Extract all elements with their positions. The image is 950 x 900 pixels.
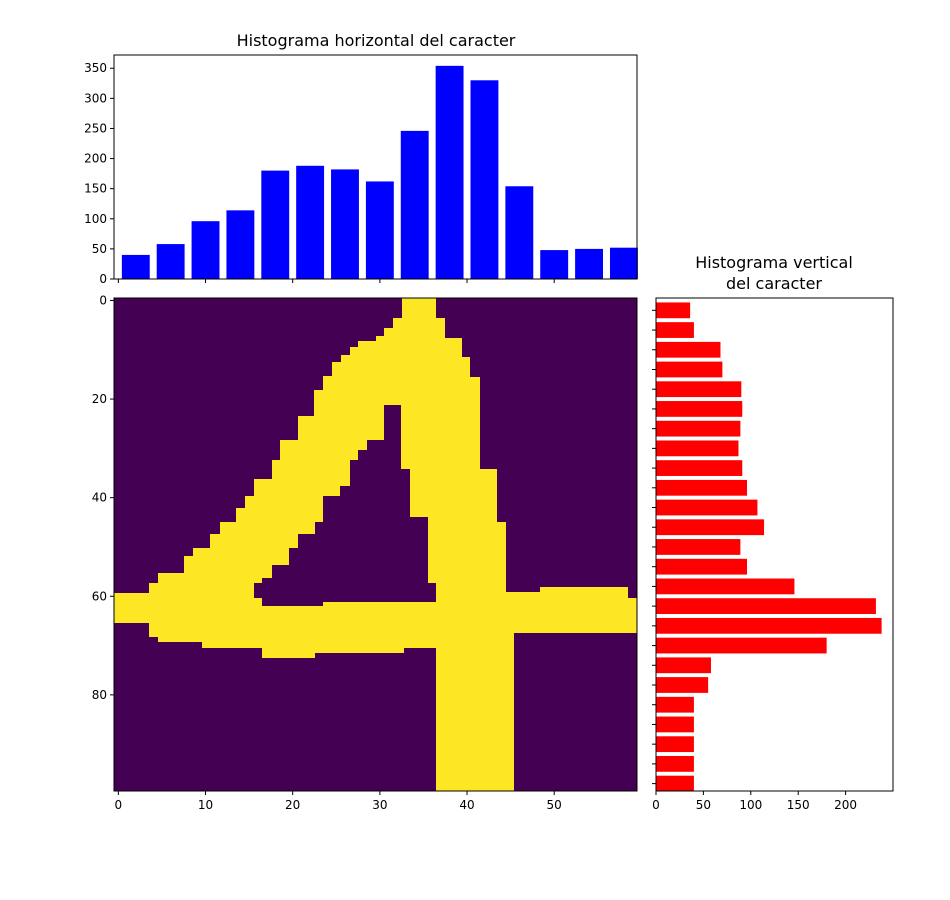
vertical-bar — [656, 460, 743, 476]
y-tick-label: 0 — [99, 272, 107, 286]
horizontal-bar — [400, 130, 429, 279]
x-tick-label: 150 — [787, 798, 810, 812]
y-tick-label: 0 — [99, 293, 107, 307]
x-tick-label: 0 — [652, 798, 660, 812]
vertical-bar — [656, 302, 691, 319]
vertical-bar — [656, 677, 709, 693]
horizontal-bar — [156, 244, 185, 279]
y-tick-label: 50 — [92, 242, 107, 256]
y-tick-label: 100 — [84, 212, 107, 226]
vertical-histogram-title-line-2: del caracter — [726, 274, 822, 293]
horizontal-bar — [470, 80, 499, 280]
vertical-histogram-panel: Histograma vertical del caracter 0 50 100 1… — [652, 253, 894, 812]
vertical-histogram-bars — [656, 302, 882, 792]
horizontal-bar — [365, 181, 394, 279]
vertical-histogram-title-line-1: Histograma vertical — [695, 253, 853, 272]
y-tick-label: 250 — [84, 121, 107, 135]
horizontal-bar — [540, 250, 569, 279]
y-tick-label: 150 — [84, 182, 107, 196]
vertical-bar — [656, 381, 742, 398]
horizontal-histogram-frame — [113, 54, 638, 280]
vertical-bar — [656, 361, 723, 378]
y-tick-label: 40 — [92, 491, 107, 505]
x-tick-label: 50 — [547, 798, 562, 812]
vertical-bar — [656, 519, 765, 536]
horizontal-histogram-panel: Histograma horizontal del caracter 0 50 10… — [84, 31, 638, 286]
y-tick-label: 300 — [84, 91, 107, 105]
vertical-bar — [656, 558, 748, 575]
x-tick-label: 100 — [739, 798, 762, 812]
vertical-bar — [656, 736, 694, 753]
character-image-y-axis: 0 20 40 60 80 — [92, 293, 114, 702]
character-digit-stroke — [114, 298, 637, 791]
x-tick-label: 200 — [834, 798, 857, 812]
vertical-bar — [656, 539, 741, 555]
character-image-frame — [113, 297, 638, 792]
horizontal-bar — [575, 248, 604, 279]
vertical-bar — [656, 440, 739, 457]
x-tick-label: 40 — [459, 798, 474, 812]
horizontal-histogram-bars — [121, 65, 638, 280]
vertical-bar — [656, 716, 694, 733]
vertical-bar — [656, 617, 882, 634]
y-tick-label: 60 — [92, 589, 107, 603]
horizontal-histogram-x-axis — [117, 279, 555, 283]
character-image-x-axis: 0 10 20 30 40 50 — [115, 791, 562, 812]
vertical-bar — [656, 578, 795, 595]
vertical-bar — [656, 657, 711, 674]
horizontal-bar — [435, 65, 464, 279]
x-tick-label: 50 — [696, 798, 711, 812]
vertical-histogram-x-axis: 0 50 100 150 200 — [652, 791, 857, 812]
vertical-histogram-y-axis — [652, 309, 656, 785]
y-tick-label: 20 — [92, 392, 107, 406]
x-tick-label: 0 — [115, 798, 123, 812]
vertical-bar — [656, 322, 694, 338]
y-tick-label: 350 — [84, 61, 107, 75]
vertical-bar — [656, 401, 743, 417]
vertical-bar — [656, 341, 721, 358]
x-tick-label: 10 — [198, 798, 213, 812]
x-tick-label: 20 — [285, 798, 300, 812]
vertical-bar — [656, 775, 694, 792]
vertical-histogram-frame — [655, 297, 894, 792]
horizontal-histogram-y-axis: 0 50 100 150 200 250 300 350 — [84, 61, 114, 286]
horizontal-bar — [261, 170, 290, 279]
vertical-bar — [656, 637, 827, 654]
horizontal-histogram-title: Histograma horizontal del caracter — [237, 31, 516, 50]
horizontal-bar — [121, 254, 150, 279]
vertical-bar — [656, 499, 758, 516]
vertical-bar — [656, 696, 694, 713]
vertical-bar — [656, 755, 694, 772]
y-tick-label: 80 — [92, 688, 107, 702]
y-tick-label: 200 — [84, 152, 107, 166]
horizontal-bar — [609, 247, 638, 279]
vertical-bar — [656, 598, 876, 615]
horizontal-bar — [226, 210, 255, 279]
x-tick-label: 30 — [372, 798, 387, 812]
horizontal-bar — [296, 165, 325, 279]
horizontal-bar — [331, 169, 359, 279]
vertical-bar — [656, 420, 741, 437]
character-image-panel: 0 10 20 30 40 50 0 20 40 60 80 — [92, 293, 638, 812]
horizontal-bar — [191, 221, 220, 279]
vertical-bar — [656, 479, 748, 496]
horizontal-bar — [505, 186, 534, 279]
